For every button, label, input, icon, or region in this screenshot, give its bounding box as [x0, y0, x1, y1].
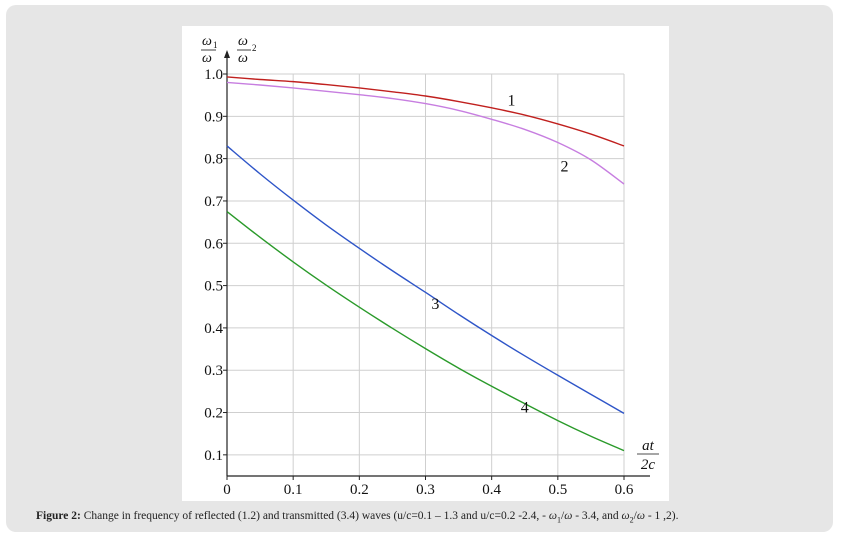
y-tick-label: 0.7 [204, 194, 223, 210]
series-line-2 [226, 81, 625, 185]
y-tick-label: 0.1 [204, 448, 223, 464]
x-tick-label: 0.5 [548, 482, 567, 498]
plot-card: 1.0 0.9 0.8 0.7 0.6 0.5 0.4 0.3 0.2 0.1 0 0.1 0.2 0.3… [182, 26, 669, 501]
figure-frame: 1.0 0.9 0.8 0.7 0.6 0.5 0.4 0.3 0.2 0.1 0 0.1 0.2 0.3… [6, 5, 833, 532]
x-tick-label: 0.4 [482, 482, 501, 498]
caption-ratio1-num: ω [548, 510, 557, 522]
y-tick-label: 0.4 [204, 321, 223, 337]
series-label-1: 1 [508, 93, 516, 110]
labels-group: 1 2 3 4 [431, 93, 568, 417]
y-tick-label: 0.2 [204, 406, 223, 422]
caption-text3: - 1 ,2). [644, 510, 679, 522]
caption-ratio1-den: ω [564, 510, 573, 522]
series-line-4 [226, 210, 625, 452]
caption-ratio2-den: ω [636, 510, 645, 522]
figure-caption: Figure 2: Change in frequency of reflect… [36, 510, 679, 525]
caption-text2: - 3.4, and [572, 510, 622, 522]
y-tick-label: 0.6 [204, 236, 223, 252]
series-label-4: 4 [521, 400, 529, 417]
y-label-right-num: ω [238, 34, 248, 49]
x-tick-label: 0.3 [416, 482, 435, 498]
y-tick-label: 1.0 [204, 67, 223, 83]
caption-ratio1-sub: 1 [556, 515, 561, 525]
x-tick-label: 0.6 [615, 482, 634, 498]
y-tick-label: 0.8 [204, 152, 223, 168]
series-line-1 [226, 76, 625, 147]
series-group [226, 76, 625, 452]
caption-label: Figure 2: [36, 510, 81, 522]
x-tick-label: 0 [223, 482, 231, 498]
y-label-right-den: ω [238, 51, 248, 66]
y-axis-arrow [224, 50, 230, 58]
grid [227, 73, 625, 476]
y-tick-label: 0.9 [204, 109, 223, 125]
x-tick-label: 0.1 [284, 482, 303, 498]
y-tick-label: 0.3 [204, 363, 223, 379]
series-label-2: 2 [560, 158, 568, 175]
series-line-3 [226, 145, 625, 414]
x-tick-label: 0.2 [350, 482, 369, 498]
chart: 1.0 0.9 0.8 0.7 0.6 0.5 0.4 0.3 0.2 0.1 0 0.1 0.2 0.3… [201, 34, 659, 498]
series-label-3: 3 [431, 296, 439, 313]
y-label-left-num: ω [202, 34, 212, 49]
caption-ratio2-num: ω [621, 510, 630, 522]
caption-text: Change in frequency of reflected (1.2) a… [80, 510, 549, 522]
y-label-right-sup: 2 [252, 43, 257, 53]
axes: 1.0 0.9 0.8 0.7 0.6 0.5 0.4 0.3 0.2 0.1 0 0.1 0.2 0.3… [201, 34, 659, 498]
y-tick-label: 0.5 [204, 279, 223, 295]
x-label-den: 2c [641, 457, 656, 473]
y-label-left-den: ω [202, 51, 212, 66]
y-label-left-sub: 1 [213, 40, 218, 50]
caption-ratio2-sub: 2 [629, 515, 634, 525]
x-label-num: at [642, 438, 655, 454]
